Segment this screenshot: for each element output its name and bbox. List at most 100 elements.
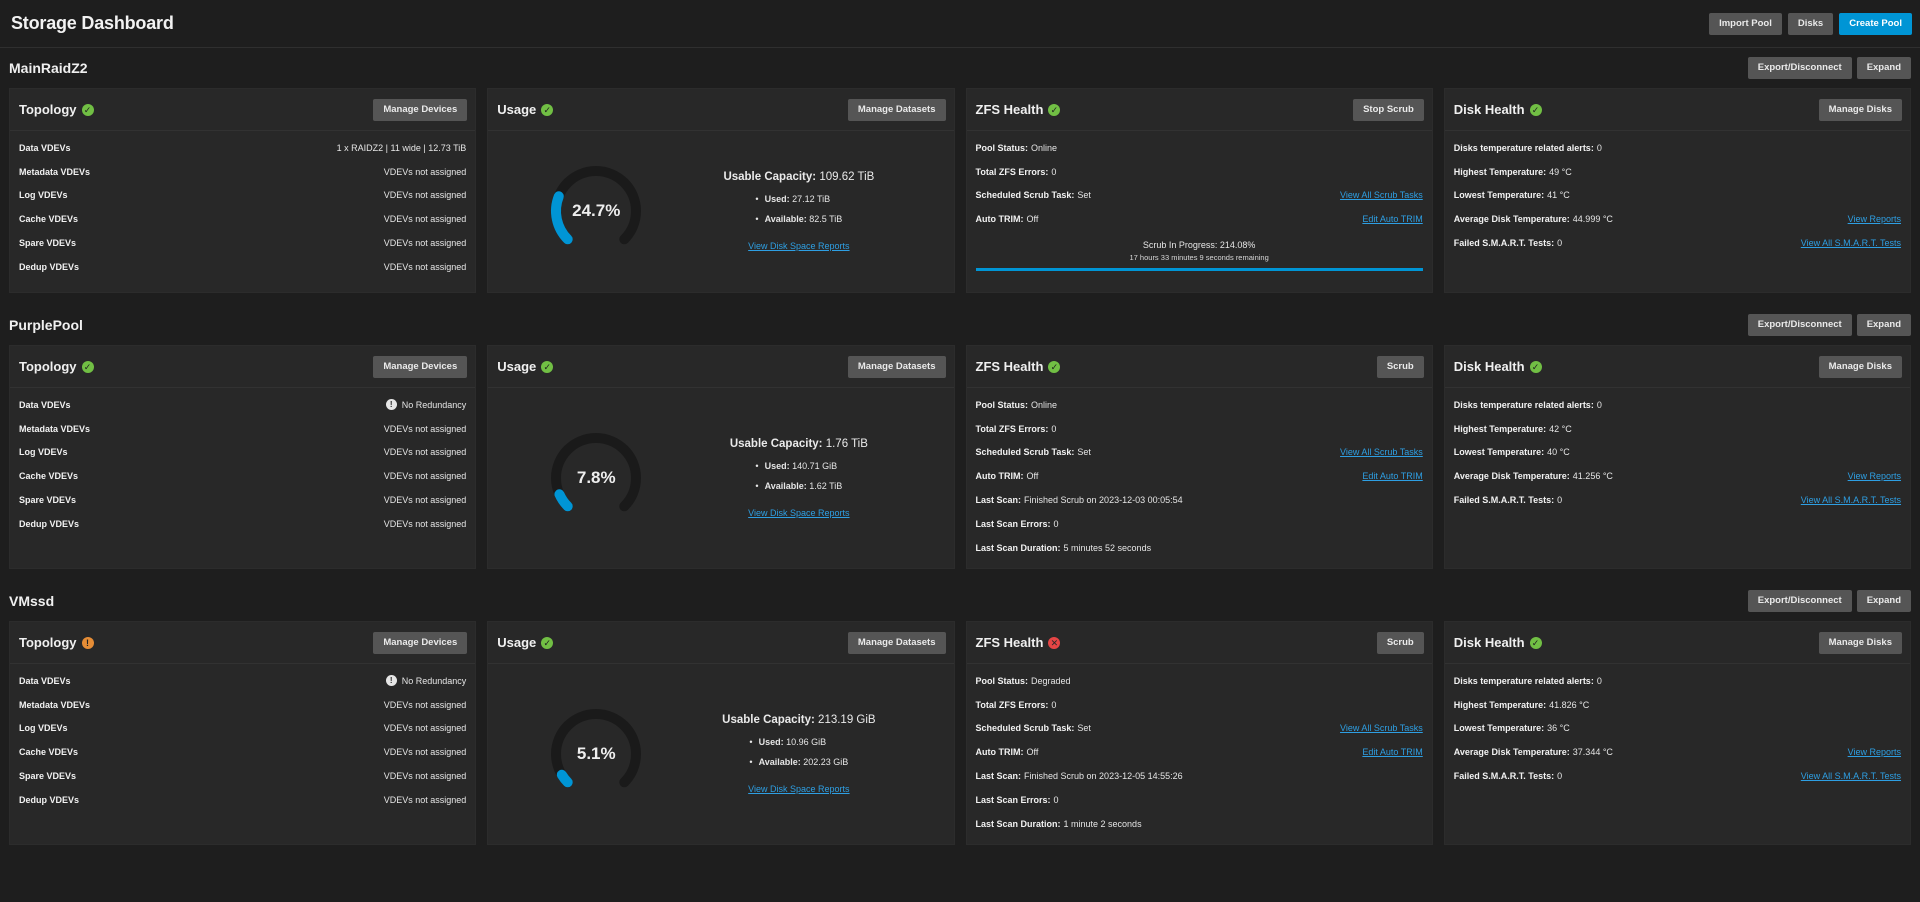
available-value: Available: 82.5 TiB [755, 209, 843, 229]
pool-section-mainraidz2: MainRaidZ2 Export/Disconnect Expand Topo… [9, 48, 1911, 293]
card-header: Disk Health ✓ Manage Disks [1444, 89, 1910, 131]
pool-name: PurplePool [9, 317, 83, 333]
usage-card: Usage ✓ Manage Datasets 7.8% Usable Capac… [487, 345, 955, 569]
pool-status-value: Online [1031, 399, 1058, 410]
topology-card: Topology! Manage Devices Data VDEVs! No R… [9, 621, 477, 845]
card-title: ZFS Health [975, 635, 1044, 650]
used-value: Used: 10.96 GiB [749, 732, 848, 752]
view-all-smart-tests-link[interactable]: View All S.M.A.R.T. Tests [1800, 771, 1901, 782]
scrub-button[interactable]: Scrub [1376, 355, 1424, 378]
used-value: Used: 140.71 GiB [755, 456, 842, 476]
topology-row: Data VDEVs 1 x RAIDZ2 | 11 wide | 12.73 T… [19, 142, 467, 153]
topology-row: Metadata VDEVs VDEVs not assigned [19, 699, 467, 710]
pool-header: MainRaidZ2 Export/Disconnect Expand [9, 48, 1911, 88]
edit-auto-trim-link[interactable]: Edit Auto TRIM [1362, 214, 1423, 225]
manage-datasets-button[interactable]: Manage Datasets [847, 98, 946, 121]
manage-disks-button[interactable]: Manage Disks [1818, 98, 1902, 121]
usage-gauge-track [551, 433, 642, 512]
topology-row: Dedup VDEVs VDEVs not assigned [19, 794, 467, 805]
card-title: Usage [497, 359, 537, 374]
view-reports-link[interactable]: View Reports [1847, 471, 1901, 482]
view-disk-space-reports-link[interactable]: View Disk Space Reports [748, 508, 850, 518]
view-all-scrub-tasks-link[interactable]: View All Scrub Tasks [1340, 723, 1423, 734]
check-circle-icon: ✓ [81, 103, 94, 116]
scrub-button[interactable]: Scrub [1376, 631, 1424, 654]
check-circle-icon: ✓ [1048, 103, 1061, 116]
error-circle-icon: ✕ [1048, 636, 1061, 649]
view-all-scrub-tasks-link[interactable]: View All Scrub Tasks [1340, 447, 1423, 458]
available-value: Available: 1.62 TiB [755, 476, 843, 496]
export-disconnect-button[interactable]: Export/Disconnect [1747, 590, 1852, 612]
view-disk-space-reports-link[interactable]: View Disk Space Reports [748, 241, 850, 251]
card-title: Usage [497, 102, 537, 117]
zfs-health-card: ZFS Health ✓ Stop Scrub Pool Status: Onlin… [965, 88, 1433, 293]
manage-devices-button[interactable]: Manage Devices [373, 98, 468, 121]
disk-health-card: Disk Health ✓ Manage Disks Disks temperat… [1443, 621, 1911, 845]
card-header: Disk Health ✓ Manage Disks [1444, 346, 1910, 388]
manage-devices-button[interactable]: Manage Devices [373, 355, 468, 378]
info-icon: ! [385, 675, 397, 687]
manage-devices-button[interactable]: Manage Devices [373, 631, 468, 654]
topology-row: Data VDEVs! No Redundancy [19, 399, 467, 411]
card-header: Usage ✓ Manage Datasets [488, 89, 954, 131]
usable-capacity: Usable Capacity: 1.76 TiB [729, 438, 868, 450]
topology-row: Cache VDEVs VDEVs not assigned [19, 471, 467, 482]
pool-actions: Export/Disconnect Expand [1747, 57, 1911, 79]
available-value: Available: 202.23 GiB [749, 752, 849, 772]
card-title: Topology [19, 635, 77, 650]
card-title: Disk Health [1453, 359, 1525, 374]
view-all-scrub-tasks-link[interactable]: View All Scrub Tasks [1340, 190, 1423, 201]
scrub-progress-bar [975, 268, 1423, 272]
manage-datasets-button[interactable]: Manage Datasets [847, 355, 946, 378]
usage-card: Usage ✓ Manage Datasets 24.7% Usable Capa… [487, 88, 955, 293]
header-actions: Import Pool Disks Create Pool [1709, 12, 1912, 35]
card-title: Disk Health [1453, 635, 1525, 650]
card-header: Topology ✓ Manage Devices [10, 346, 476, 388]
usage-gauge-fill [557, 769, 573, 788]
check-circle-icon: ✓ [541, 636, 554, 649]
usage-percent: 24.7% [572, 201, 621, 220]
check-circle-icon: ✓ [81, 360, 94, 373]
pool-cards: Topology ✓ Manage Devices Data VDEVs! No R… [9, 345, 1911, 569]
manage-disks-button[interactable]: Manage Disks [1818, 631, 1902, 654]
usage-gauge: 5.1% [548, 706, 644, 802]
export-disconnect-button[interactable]: Export/Disconnect [1747, 57, 1852, 79]
pool-status-value: Degraded [1031, 675, 1071, 686]
pool-header: PurplePool Export/Disconnect Expand [9, 305, 1911, 345]
info-icon: ! [385, 399, 397, 411]
scrub-progress: Scrub In Progress: 214.08% 17 hours 33 m… [975, 240, 1423, 272]
check-circle-icon: ✓ [541, 360, 554, 373]
check-circle-icon: ✓ [1529, 360, 1542, 373]
expand-button[interactable]: Expand [1856, 590, 1911, 612]
usage-gauge-track [551, 709, 642, 788]
export-disconnect-button[interactable]: Export/Disconnect [1747, 314, 1852, 336]
card-title: ZFS Health [975, 359, 1044, 374]
disks-button[interactable]: Disks [1787, 12, 1834, 35]
manage-disks-button[interactable]: Manage Disks [1818, 355, 1902, 378]
manage-datasets-button[interactable]: Manage Datasets [847, 631, 946, 654]
view-all-smart-tests-link[interactable]: View All S.M.A.R.T. Tests [1800, 495, 1901, 506]
import-pool-button[interactable]: Import Pool [1709, 12, 1782, 35]
page-header: Storage Dashboard Import Pool Disks Crea… [0, 0, 1920, 48]
usable-capacity: Usable Capacity: 213.19 GiB [722, 714, 876, 726]
disk-health-card: Disk Health ✓ Manage Disks Disks temperat… [1443, 88, 1911, 293]
card-title: Usage [497, 635, 537, 650]
pool-actions: Export/Disconnect Expand [1747, 314, 1911, 336]
topology-row: Metadata VDEVs VDEVs not assigned [19, 166, 467, 177]
stop-scrub-button[interactable]: Stop Scrub [1353, 98, 1424, 121]
card-header: ZFS Health ✕ Scrub [966, 622, 1432, 664]
card-header: ZFS Health ✓ Scrub [966, 346, 1432, 388]
view-reports-link[interactable]: View Reports [1847, 747, 1901, 758]
view-reports-link[interactable]: View Reports [1847, 214, 1901, 225]
card-header: Topology! Manage Devices [10, 622, 476, 664]
create-pool-button[interactable]: Create Pool [1839, 12, 1912, 35]
view-disk-space-reports-link[interactable]: View Disk Space Reports [748, 784, 850, 794]
topology-row: Spare VDEVs VDEVs not assigned [19, 495, 467, 506]
card-title: Disk Health [1453, 102, 1525, 117]
edit-auto-trim-link[interactable]: Edit Auto TRIM [1362, 471, 1423, 482]
pool-section-vmssd: VMssd Export/Disconnect Expand Topology!… [9, 581, 1911, 845]
view-all-smart-tests-link[interactable]: View All S.M.A.R.T. Tests [1800, 238, 1901, 249]
expand-button[interactable]: Expand [1856, 314, 1911, 336]
edit-auto-trim-link[interactable]: Edit Auto TRIM [1362, 747, 1423, 758]
expand-button[interactable]: Expand [1856, 57, 1911, 79]
